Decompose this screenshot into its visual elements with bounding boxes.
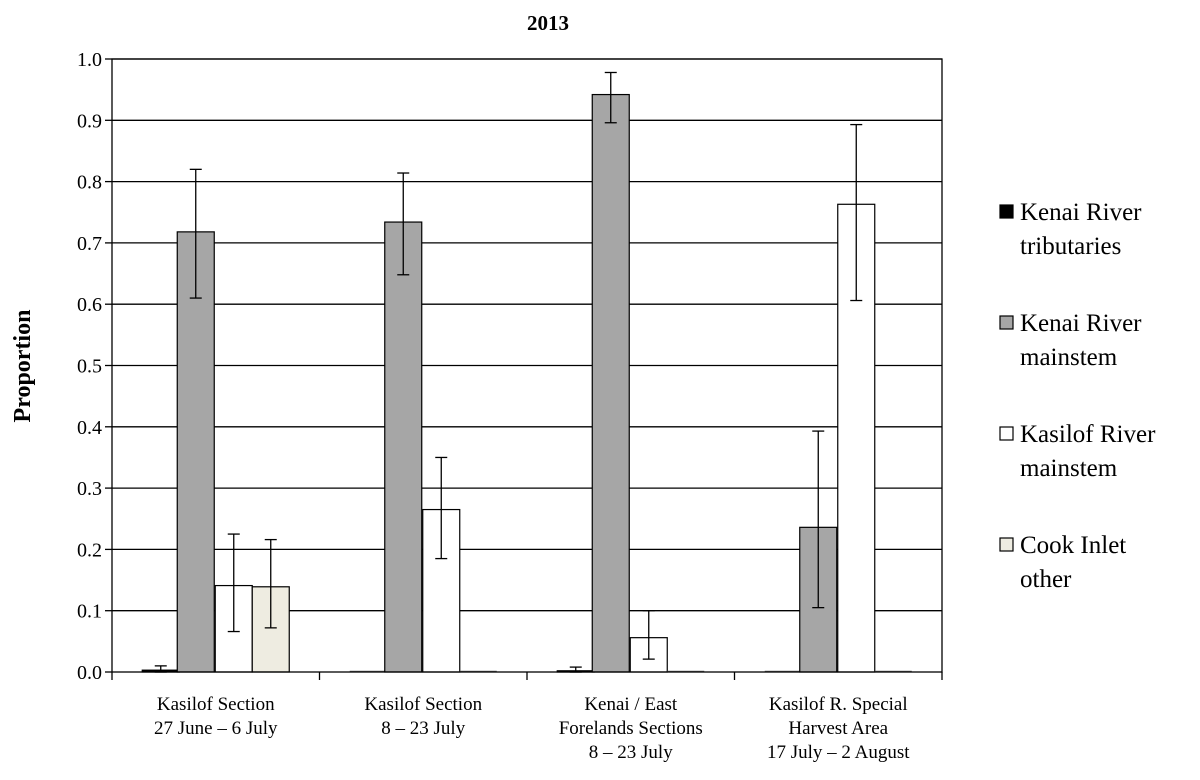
chart-title: 2013 <box>527 11 569 35</box>
legend-label: tributaries <box>1020 233 1121 260</box>
bar <box>591 93 630 673</box>
x-category-label: 8 – 23 July <box>381 718 465 739</box>
x-category-label: Harvest Area <box>788 718 888 739</box>
legend-label: mainstem <box>1020 455 1118 482</box>
legend-label: Kenai River <box>1020 199 1142 226</box>
y-tick-label: 0.8 <box>77 172 102 194</box>
legend-label: other <box>1020 566 1072 593</box>
legend-swatch <box>999 537 1014 552</box>
y-tick-label: 0.3 <box>77 478 102 500</box>
x-category-label: Kenai / East <box>584 694 678 715</box>
y-tick-label: 0.2 <box>77 539 102 561</box>
y-tick-label: 0.5 <box>77 356 102 378</box>
x-category-labels: Kasilof Section 27 June – 6 July Kasilof S… <box>154 694 910 763</box>
bar <box>384 221 423 673</box>
x-category-label: 8 – 23 July <box>589 742 673 763</box>
y-tick-label: 0.4 <box>77 417 102 439</box>
axes <box>105 58 943 680</box>
legend-label: Kasilof River <box>1020 421 1156 448</box>
x-category-label: Kasilof R. Special <box>769 694 908 715</box>
legend-label: Cook Inlet <box>1020 532 1126 559</box>
y-tick-label: 0.7 <box>77 233 102 255</box>
legend-swatch <box>999 426 1014 441</box>
y-tick-labels: 0.0 0.1 0.2 0.3 0.4 0.5 0.6 0.7 0.8 0.9 1.0 <box>77 49 102 684</box>
legend: Kenai River tributaries Kenai River mainste… <box>999 199 1156 593</box>
y-tick-label: 0.6 <box>77 294 102 316</box>
legend-swatch <box>999 204 1014 219</box>
x-category-label: 27 June – 6 July <box>154 718 278 739</box>
y-tick-label: 0.1 <box>77 601 102 623</box>
x-category-label: Forelands Sections <box>559 718 703 739</box>
x-category-label: Kasilof Section <box>364 694 482 715</box>
y-axis-label: Proportion <box>10 310 36 423</box>
y-tick-label: 0.9 <box>77 110 102 132</box>
error-bars <box>154 71 863 673</box>
x-category-label: 17 July – 2 August <box>767 742 910 763</box>
y-tick-label: 0.0 <box>77 662 102 684</box>
legend-swatch <box>999 315 1014 330</box>
y-tick-label: 1.0 <box>77 49 102 71</box>
bar <box>176 231 215 673</box>
legend-label: mainstem <box>1020 344 1118 371</box>
legend-label: Kenai River <box>1020 310 1142 337</box>
x-category-label: Kasilof Section <box>157 694 275 715</box>
